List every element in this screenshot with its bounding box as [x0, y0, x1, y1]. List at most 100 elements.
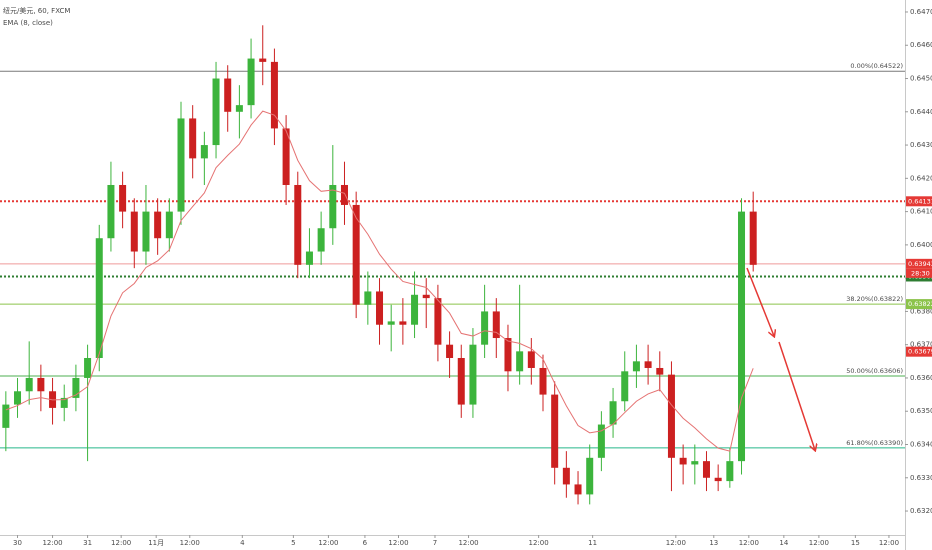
- y-tick-label: 0.64500: [910, 75, 932, 83]
- price-tag: [906, 196, 932, 207]
- x-tick-label: 15: [851, 539, 860, 547]
- x-tick-label: 12:00: [529, 539, 549, 547]
- y-tick-label: 0.64700: [910, 8, 932, 16]
- y-tick-label: 0.63300: [910, 474, 932, 482]
- price-tag: [906, 258, 932, 269]
- y-tick-label: 0.63800: [910, 307, 932, 315]
- x-tick-label: 12:00: [42, 539, 62, 547]
- candle-body: [738, 211, 746, 462]
- candle-body: [726, 461, 734, 482]
- candle-body: [457, 357, 465, 405]
- x-tick-label: 5: [291, 539, 295, 547]
- candle-body: [422, 294, 430, 299]
- candle-body: [224, 78, 232, 112]
- candle-body: [142, 211, 150, 252]
- candle-body: [656, 367, 664, 375]
- candle-body: [364, 291, 372, 305]
- candle-body: [376, 291, 384, 325]
- candle-body: [691, 461, 699, 465]
- price-tag-label: 0.63943: [908, 260, 932, 268]
- candle-body: [621, 371, 629, 402]
- y-tick-label: 0.63600: [910, 374, 932, 382]
- candle-body: [667, 374, 675, 458]
- symbol-title: 纽元/美元, 60, FXCM: [3, 6, 70, 15]
- x-tick-label: 7: [433, 539, 437, 547]
- candle-body: [177, 118, 185, 212]
- y-tick-label: 0.64600: [910, 41, 932, 49]
- candle-body: [235, 105, 243, 112]
- candle-body: [14, 391, 22, 405]
- candle-body: [60, 397, 68, 408]
- countdown: 28:30: [911, 269, 930, 277]
- y-tick-label: 0.64100: [910, 208, 932, 216]
- x-tick-label: 14: [779, 539, 788, 547]
- x-tick-label: 11: [588, 539, 597, 547]
- level-label: 0.00%(0.64522): [850, 62, 903, 70]
- arrow: [746, 267, 774, 336]
- candle-body: [632, 361, 640, 372]
- candle-body: [504, 338, 512, 372]
- ema-line: [5, 110, 754, 452]
- price-tag-label: 0.63822: [908, 300, 932, 308]
- y-tick-label: 0.63500: [910, 407, 932, 415]
- candle-body: [282, 128, 290, 185]
- candle-body: [469, 344, 477, 405]
- candle-body: [516, 351, 524, 372]
- price-tag: [906, 346, 932, 357]
- candle-body: [200, 145, 208, 159]
- x-tick-label: 12:00: [879, 539, 899, 547]
- candle-body: [609, 401, 617, 425]
- candle-body: [551, 394, 559, 468]
- x-tick-label: 12:00: [739, 539, 759, 547]
- candle-body: [749, 211, 757, 265]
- plot-area: 0.00%(0.64522) 38.20%(0.63822) 50.00%(0.63…: [0, 25, 905, 505]
- x-tick-label: 4: [240, 539, 245, 547]
- level-label: 50.00%(0.63606): [846, 367, 903, 375]
- y-tick-label: 0.63200: [910, 507, 932, 515]
- x-tick-label: 12:00: [111, 539, 131, 547]
- candle-body: [446, 344, 454, 358]
- candle-body: [329, 184, 337, 229]
- y-tick-label: 0.64400: [910, 108, 932, 116]
- candle-body: [154, 211, 162, 239]
- candle-body: [72, 377, 80, 398]
- x-tick-label: 12:00: [318, 539, 338, 547]
- candle-body: [25, 377, 33, 392]
- level-label: 38.20%(0.63822): [846, 295, 903, 303]
- candle-body: [270, 61, 278, 129]
- candle-body: [165, 211, 173, 239]
- candle-body: [562, 467, 570, 485]
- candle-body: [586, 457, 594, 495]
- candle-body: [2, 404, 10, 428]
- x-tick-label: 12:00: [180, 539, 200, 547]
- candle-body: [539, 367, 547, 395]
- x-tick-label: 12:00: [458, 539, 478, 547]
- candle-body: [434, 298, 442, 345]
- candle-body: [294, 184, 302, 265]
- candle-body: [411, 294, 419, 325]
- x-tick-label: 12:00: [666, 539, 686, 547]
- candle-body: [714, 477, 722, 482]
- candle-body: [597, 424, 605, 458]
- candle-body: [527, 351, 535, 368]
- candle-body: [387, 321, 395, 325]
- x-tick-label: 12:00: [388, 539, 408, 547]
- y-tick-label: 0.64300: [910, 141, 932, 149]
- y-tick-label: 0.63400: [910, 441, 932, 449]
- candle-body: [352, 204, 360, 305]
- indicator-label: EMA (8, close): [3, 19, 53, 27]
- x-tick-label: 31: [83, 539, 92, 547]
- candle-body: [679, 457, 687, 465]
- candle-body: [95, 238, 103, 358]
- level-label: 61.80%(0.63390): [846, 439, 903, 447]
- candle-body: [399, 321, 407, 325]
- candle-body: [189, 118, 197, 159]
- price-tag-label: 0.64131: [908, 197, 932, 205]
- candle-body: [130, 211, 138, 252]
- candle-body: [481, 311, 489, 345]
- candle-body: [107, 184, 115, 239]
- x-tick-label: 12:00: [809, 539, 829, 547]
